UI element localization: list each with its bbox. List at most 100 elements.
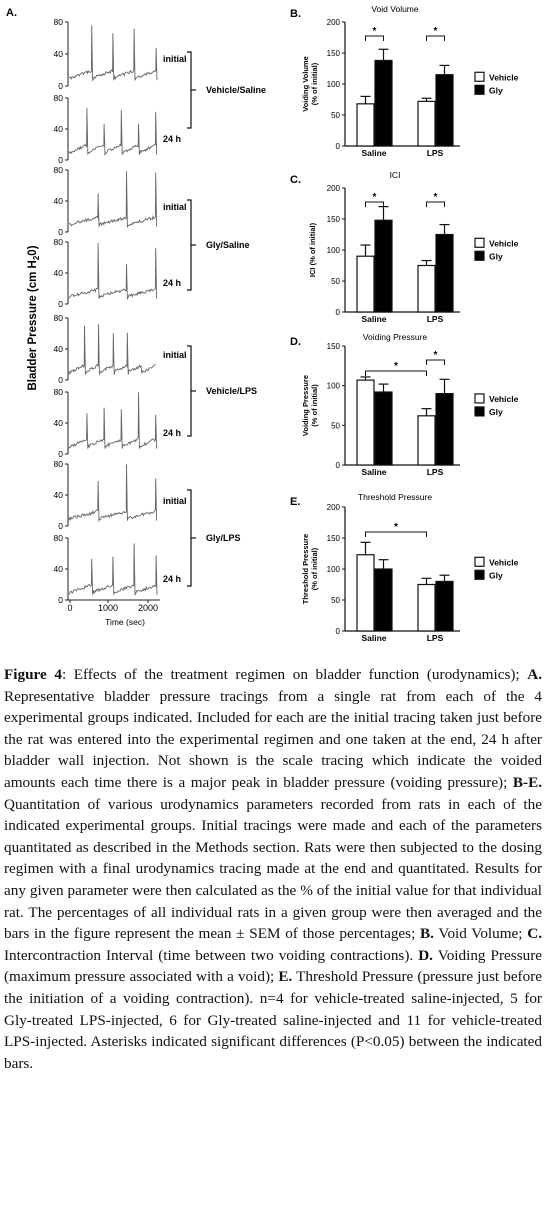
trace-y-tick-label: 40 [54, 124, 64, 134]
caption-e-label: E. [278, 968, 293, 986]
y-tick-label: 0 [336, 627, 341, 636]
y-tick-label: 100 [327, 565, 341, 574]
trace-label: 24 h [163, 278, 181, 288]
caption-d-label: D. [418, 946, 433, 964]
y-tick-label: 150 [327, 342, 341, 351]
legend-label: Gly [489, 85, 503, 95]
y-axis-label-line: Threshold Pressure [301, 534, 310, 604]
caption-s2: Representative bladder pressure tracings… [4, 687, 542, 791]
significance-star: * [434, 192, 438, 203]
pressure-trace [68, 324, 156, 375]
category-label: LPS [427, 314, 444, 324]
group-label: Vehicle/Saline [206, 85, 266, 95]
significance-bracket [426, 35, 445, 41]
panel-a-letter: A. [6, 7, 17, 19]
trace-y-tick-label: 80 [54, 93, 64, 103]
pressure-trace [68, 108, 158, 157]
bar-vehicle-lps [417, 583, 436, 632]
trace-label: 24 h [163, 574, 181, 584]
trace-label: 24 h [163, 428, 181, 438]
bar-gly-lps [435, 580, 454, 632]
panels-b-e: B. Void Volume 0 50 100 150 200 Voiding Volume(… [290, 4, 519, 643]
significance-bracket [365, 370, 427, 376]
panel-a-ylabel-main: Bladder Pressure (cm H [27, 260, 39, 390]
pressure-trace [68, 25, 158, 82]
trace-label: initial [163, 350, 187, 360]
bar-gly-lps [435, 74, 454, 147]
pressure-trace [68, 242, 158, 300]
group-label: Gly/Saline [206, 240, 250, 250]
significance-star: * [394, 361, 398, 372]
significance-bracket [426, 359, 445, 365]
chart-title: Voiding Pressure [363, 332, 428, 342]
y-tick-label: 50 [331, 111, 340, 120]
pressure-trace [68, 543, 158, 596]
group-bracket [187, 199, 192, 291]
panel-letter: D. [290, 336, 301, 348]
legend-swatch [474, 569, 485, 580]
trace-y-tick-label: 0 [58, 449, 63, 459]
bar-vehicle-lps [417, 264, 436, 313]
panel-letter: C. [290, 174, 301, 186]
chart-title: Void Volume [371, 4, 419, 14]
legend-swatch [474, 556, 485, 567]
bar-gly-lps [435, 233, 454, 313]
caption-s7: Threshold Pressure (pressure just before… [4, 968, 543, 1072]
panel-a-xtick-2000: 2000 [138, 603, 158, 613]
bar-gly-saline [374, 219, 393, 313]
trace-y-tick-label: 40 [54, 564, 64, 574]
trace-y-tick-label: 0 [58, 227, 63, 237]
legend-label: Gly [489, 570, 503, 580]
trace-y-tick-label: 40 [54, 344, 64, 354]
chart-title: ICI [390, 170, 401, 180]
legend-label: Vehicle [489, 72, 519, 82]
y-axis-label-line: Voiding Volume [301, 56, 310, 112]
caption-b-label: B. [420, 925, 434, 943]
trace-y-tick-label: 0 [58, 521, 63, 531]
figure-4: A. Bladder Pressure (cm H20) Time (sec) … [6, 4, 519, 643]
bar-chart-3: E. Threshold Pressure 0 50 100 150 200 Threshol… [290, 492, 519, 643]
legend-label: Gly [489, 251, 503, 261]
group-bracket [187, 51, 192, 129]
y-axis-label: Voiding Pressure(% of initial) [301, 375, 319, 436]
chart-title: Threshold Pressure [358, 492, 432, 502]
bar-vehicle-saline [356, 554, 375, 632]
panel-a-xtick-0: 0 [67, 603, 72, 613]
y-tick-label: 0 [336, 461, 341, 470]
caption-a-label: A. [527, 666, 542, 683]
y-tick-label: 200 [327, 18, 341, 27]
bar-chart-2: D. Voiding Pressure 0 50 100 150 Voiding Press… [290, 332, 519, 477]
pressure-trace [68, 464, 158, 523]
significance-star: * [434, 350, 438, 361]
y-tick-label: 150 [327, 49, 341, 58]
y-tick-label: 200 [327, 184, 341, 193]
bar-vehicle-lps [417, 100, 436, 147]
panel-a-xtick-1000: 1000 [98, 603, 118, 613]
panel-letter: B. [290, 8, 301, 20]
bar-gly-lps [435, 393, 454, 466]
trace-label: initial [163, 496, 187, 506]
bar-chart-1: C. ICI 0 50 100 150 200 ICI (% of initial) Salin… [290, 170, 519, 324]
trace-y-tick-label: 40 [54, 49, 64, 59]
significance-star: * [394, 522, 398, 533]
legend-label: Gly [489, 407, 503, 417]
category-label: Saline [361, 314, 386, 324]
y-axis-label: ICI (% of initial) [308, 222, 317, 277]
panel-a-ylabel-end: 0) [27, 245, 39, 255]
figure-canvas: A. Bladder Pressure (cm H20) Time (sec) … [6, 4, 519, 643]
y-tick-label: 100 [327, 80, 341, 89]
bar-gly-saline [374, 568, 393, 632]
y-tick-label: 50 [331, 596, 340, 605]
category-label: LPS [427, 467, 444, 477]
y-tick-label: 50 [331, 277, 340, 286]
y-tick-label: 100 [327, 382, 341, 391]
significance-bracket [365, 531, 427, 537]
significance-bracket [365, 35, 384, 41]
bar-gly-saline [374, 59, 393, 147]
caption-label: Figure 4 [4, 666, 62, 683]
group-bracket [187, 345, 192, 437]
y-axis-label-line: (% of initial) [310, 62, 319, 105]
group-bracket [187, 489, 192, 587]
trace-y-tick-label: 40 [54, 418, 64, 428]
y-tick-label: 200 [327, 503, 341, 512]
